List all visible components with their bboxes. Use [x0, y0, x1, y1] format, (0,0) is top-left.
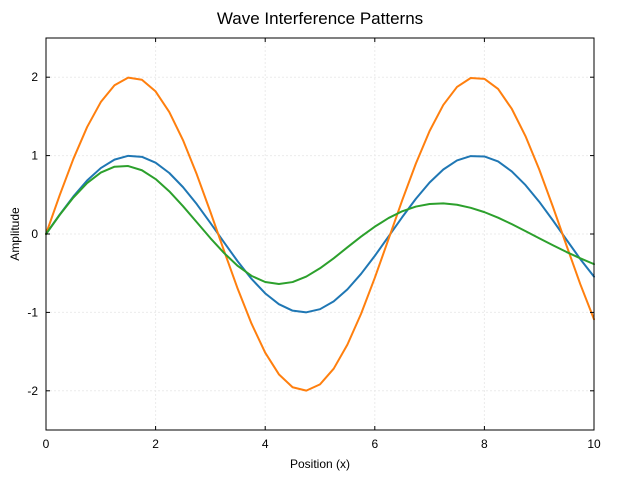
y-tick-label: 2	[31, 70, 38, 84]
x-axis-label: Position (x)	[290, 457, 350, 471]
x-tick-label: 6	[371, 437, 378, 451]
y-tick-label: -1	[27, 305, 38, 319]
x-tick-label: 8	[481, 437, 488, 451]
series-line-wave-2	[45, 76, 595, 392]
series-line-wave-1	[45, 154, 595, 314]
chart-title: Wave Interference Patterns	[217, 9, 423, 28]
ticks: 0 2 4 6 8 10 -2 -1 0 1 2	[27, 38, 601, 451]
series-lines	[45, 76, 595, 392]
y-tick-label: 0	[31, 227, 38, 241]
x-tick-label: 4	[262, 437, 269, 451]
series-line-combined	[45, 165, 595, 286]
y-tick-label: 1	[31, 149, 38, 163]
x-tick-label: 0	[43, 437, 50, 451]
x-tick-label: 10	[587, 437, 601, 451]
y-axis-label: Amplitude	[8, 207, 22, 261]
grid	[45, 38, 595, 430]
y-tick-label: -2	[27, 384, 38, 398]
x-tick-label: 2	[152, 437, 159, 451]
